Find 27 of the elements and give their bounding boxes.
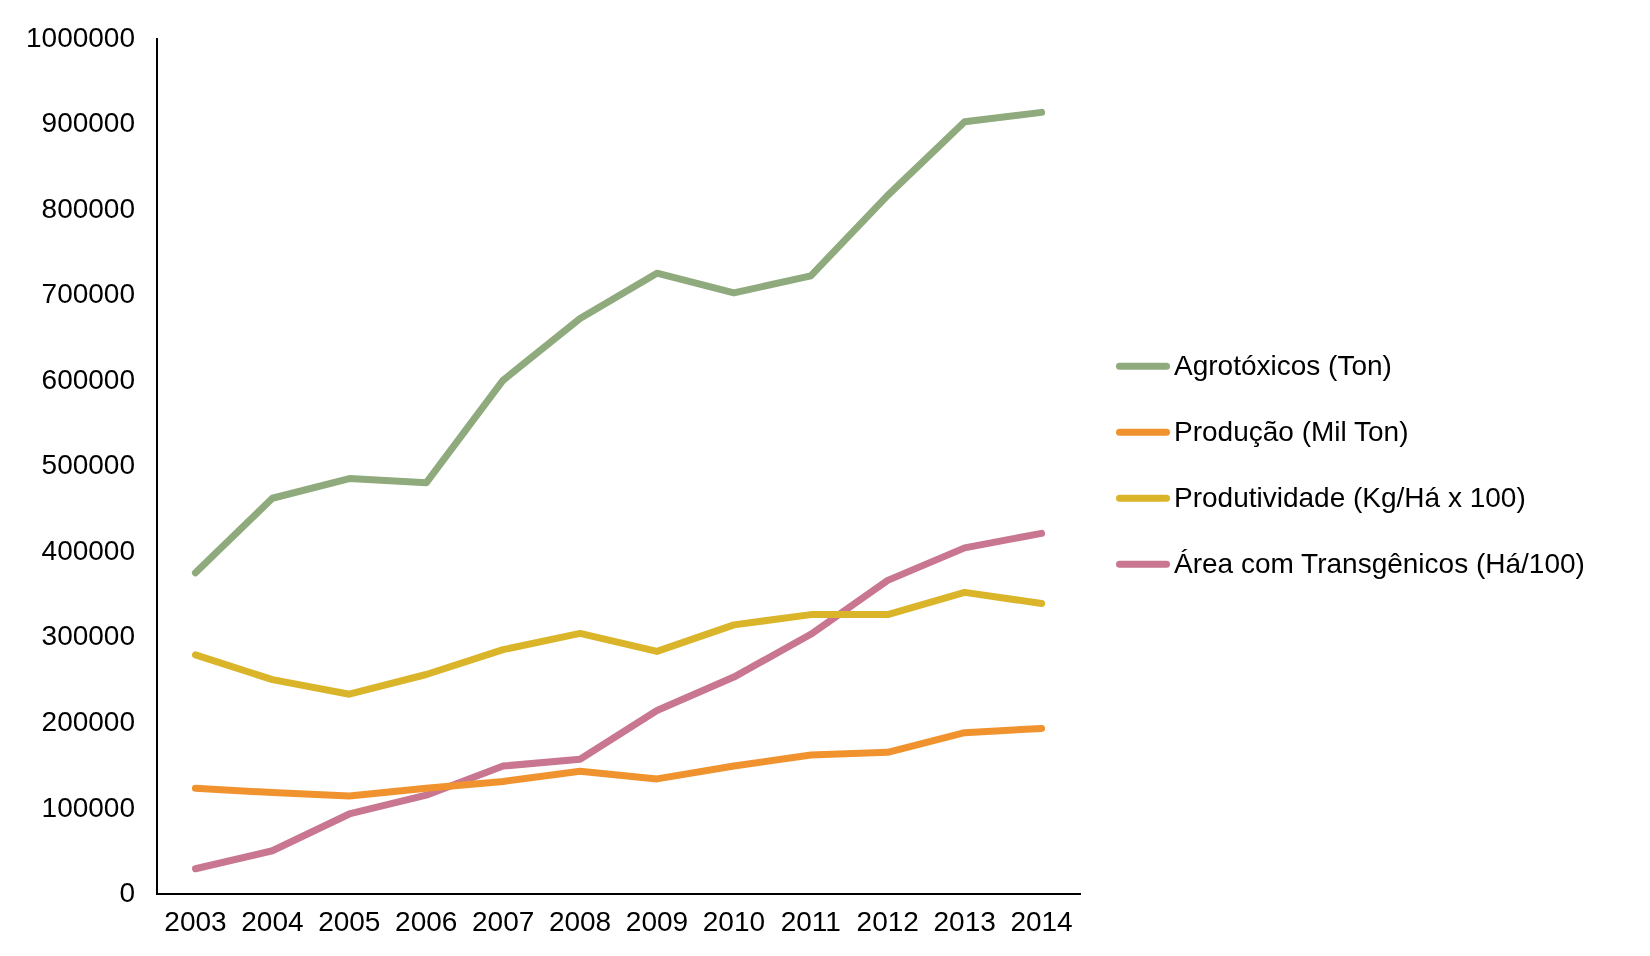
x-tick-label: 2004 [241, 905, 304, 937]
x-tick-label: 2007 [471, 905, 535, 937]
x-tick-label: 2009 [625, 905, 689, 937]
y-tick-label: 700000 [41, 278, 136, 310]
y-tick-label: 400000 [41, 534, 136, 566]
y-tick-label: 900000 [41, 107, 136, 139]
legend-label: Agrotóxicos (Ton) [1174, 349, 1392, 382]
x-tick-label: 2013 [933, 905, 996, 937]
legend-label: Produtividade (Kg/Há x 100) [1174, 481, 1526, 514]
y-tick-label: 500000 [41, 449, 136, 481]
y-tick-label: 300000 [41, 620, 136, 652]
x-tick-label: 2012 [856, 905, 919, 937]
x-tick-label: 2014 [1010, 905, 1073, 937]
x-tick-label: 2003 [164, 905, 227, 937]
x-tick-label: 2011 [780, 905, 841, 937]
y-tick-label: 800000 [41, 192, 136, 224]
y-tick-label: 0 [119, 877, 136, 909]
x-tick-label: 2010 [702, 905, 766, 937]
y-tick-label: 1000000 [25, 21, 136, 53]
y-tick-label: 600000 [41, 363, 136, 395]
x-tick-label: 2008 [548, 905, 612, 937]
y-tick-label: 200000 [41, 706, 136, 737]
legend-label: Área com Transgênicos (Há/100) [1174, 547, 1585, 580]
y-tick-label: 100000 [41, 791, 136, 823]
legend-label: Produção (Mil Ton) [1174, 415, 1409, 448]
x-tick-label: 2005 [318, 905, 381, 937]
x-tick-label: 2006 [395, 905, 458, 937]
